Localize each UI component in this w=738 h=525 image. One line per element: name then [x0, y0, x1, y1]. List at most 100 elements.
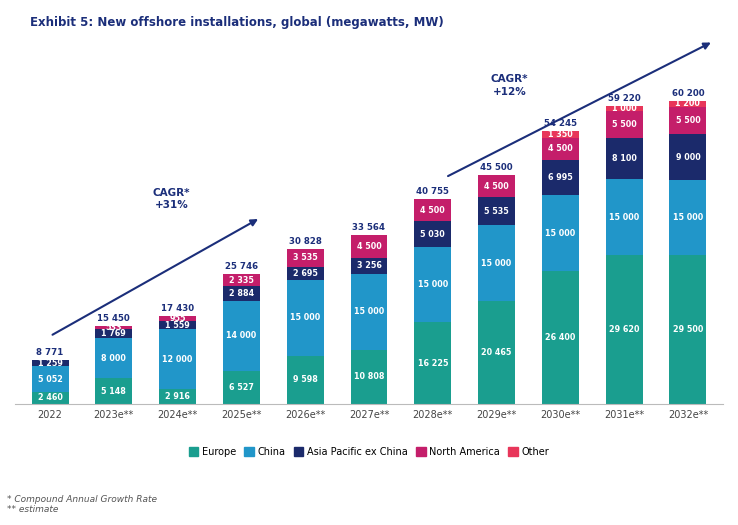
Bar: [414, 247, 451, 322]
Text: * Compound Annual Growth Rate
** estimate: * Compound Annual Growth Rate ** estimat…: [7, 495, 157, 514]
Bar: [159, 321, 196, 329]
Bar: [542, 160, 579, 195]
Text: CAGR*
+31%: CAGR* +31%: [153, 188, 190, 210]
Text: 533: 533: [106, 323, 122, 332]
Bar: [351, 258, 387, 274]
Text: 2 460: 2 460: [38, 393, 63, 403]
Bar: [32, 360, 69, 366]
Bar: [669, 180, 706, 256]
Bar: [606, 111, 643, 139]
Bar: [287, 280, 324, 356]
Bar: [669, 101, 706, 107]
Text: 59 220: 59 220: [608, 93, 641, 103]
Text: 2 335: 2 335: [229, 276, 254, 285]
Text: 5 500: 5 500: [675, 116, 700, 125]
Bar: [287, 267, 324, 280]
Text: 9 000: 9 000: [675, 153, 700, 162]
Bar: [351, 350, 387, 404]
Text: 5 500: 5 500: [612, 120, 636, 129]
Bar: [351, 235, 387, 258]
Text: 9 598: 9 598: [293, 375, 317, 384]
Bar: [414, 222, 451, 247]
Text: 15 000: 15 000: [418, 280, 448, 289]
Bar: [478, 197, 515, 225]
Bar: [669, 256, 706, 404]
Text: 5 030: 5 030: [421, 229, 445, 238]
Text: CAGR*
+12%: CAGR* +12%: [491, 75, 528, 97]
Text: 1 350: 1 350: [548, 130, 573, 139]
Text: 2 884: 2 884: [229, 289, 254, 298]
Bar: [606, 255, 643, 404]
Bar: [414, 322, 451, 404]
Bar: [223, 371, 260, 404]
Text: 54 245: 54 245: [544, 119, 577, 128]
Bar: [669, 107, 706, 134]
Text: 5 052: 5 052: [38, 374, 63, 383]
Text: 4 500: 4 500: [548, 144, 573, 153]
Text: 5 535: 5 535: [484, 207, 509, 216]
Bar: [159, 390, 196, 404]
Text: 15 000: 15 000: [545, 229, 576, 238]
Bar: [223, 301, 260, 371]
Bar: [95, 329, 132, 338]
Text: 4 500: 4 500: [484, 182, 509, 191]
Text: 8 000: 8 000: [101, 353, 126, 363]
Bar: [542, 138, 579, 160]
Bar: [478, 175, 515, 197]
Text: 15 000: 15 000: [354, 307, 384, 317]
Text: 30 828: 30 828: [289, 237, 322, 246]
Bar: [542, 195, 579, 271]
Text: 5 148: 5 148: [101, 387, 126, 396]
Text: 1 769: 1 769: [102, 329, 126, 338]
Bar: [159, 316, 196, 321]
Text: 6 527: 6 527: [229, 383, 254, 392]
Text: 1 559: 1 559: [165, 321, 190, 330]
Text: 17 430: 17 430: [161, 304, 194, 313]
Bar: [414, 199, 451, 222]
Text: 2 916: 2 916: [165, 392, 190, 401]
Text: 15 450: 15 450: [97, 314, 130, 323]
Bar: [542, 271, 579, 404]
Text: 8 100: 8 100: [612, 154, 637, 163]
Text: 3 535: 3 535: [293, 253, 317, 262]
Bar: [478, 225, 515, 301]
Text: 60 200: 60 200: [672, 89, 704, 98]
Text: 20 465: 20 465: [481, 348, 511, 357]
Text: 6 995: 6 995: [548, 173, 573, 182]
Bar: [223, 275, 260, 286]
Text: 1 259: 1 259: [38, 359, 63, 368]
Legend: Europe, China, Asia Pacific ex China, North America, Other: Europe, China, Asia Pacific ex China, No…: [184, 443, 554, 461]
Text: 15 000: 15 000: [673, 213, 703, 222]
Bar: [95, 378, 132, 404]
Text: 15 000: 15 000: [290, 313, 320, 322]
Text: 10 808: 10 808: [354, 372, 384, 381]
Text: 29 500: 29 500: [673, 326, 703, 334]
Bar: [223, 286, 260, 301]
Bar: [478, 301, 515, 404]
Text: 40 755: 40 755: [416, 187, 449, 196]
Text: 16 225: 16 225: [418, 359, 448, 368]
Text: Exhibit 5: New offshore installations, global (megawatts, MW): Exhibit 5: New offshore installations, g…: [30, 16, 444, 29]
Text: 26 400: 26 400: [545, 333, 576, 342]
Bar: [606, 106, 643, 111]
Bar: [287, 249, 324, 267]
Bar: [95, 326, 132, 329]
Text: 29 620: 29 620: [609, 325, 639, 334]
Text: 33 564: 33 564: [353, 223, 385, 232]
Bar: [287, 356, 324, 404]
Bar: [95, 338, 132, 378]
Bar: [32, 392, 69, 404]
Bar: [606, 139, 643, 179]
Text: 25 746: 25 746: [225, 262, 258, 271]
Text: 12 000: 12 000: [162, 355, 193, 364]
Text: 4 500: 4 500: [356, 242, 382, 251]
Text: 3 256: 3 256: [356, 261, 382, 270]
Text: 2 695: 2 695: [293, 269, 317, 278]
Text: 14 000: 14 000: [227, 331, 257, 340]
Bar: [606, 179, 643, 255]
Bar: [32, 366, 69, 392]
Text: 1 000: 1 000: [612, 103, 636, 113]
Text: 15 000: 15 000: [609, 213, 639, 222]
Bar: [542, 131, 579, 138]
Bar: [351, 274, 387, 350]
